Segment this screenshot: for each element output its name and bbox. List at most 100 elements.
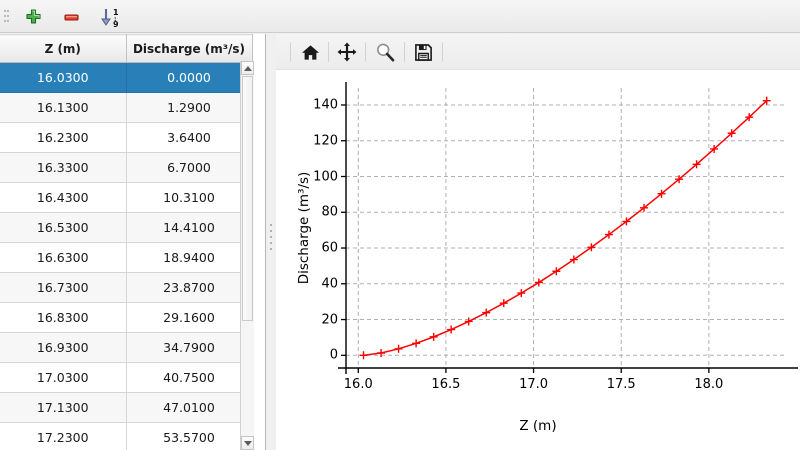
table-row[interactable]: 16.4300 10.3100 bbox=[0, 182, 253, 213]
column-header-discharge[interactable]: Discharge (m³/s) bbox=[126, 34, 253, 63]
table-row[interactable]: 16.8300 29.1600 bbox=[0, 302, 253, 333]
cell-discharge[interactable]: 3.6400 bbox=[126, 122, 253, 153]
series-marker bbox=[745, 113, 754, 122]
cell-z[interactable]: 16.5300 bbox=[0, 212, 127, 243]
rating-curve-table[interactable]: Z (m) Discharge (m³/s) 16.0300 0.0000 16.1… bbox=[0, 34, 253, 450]
series-line bbox=[363, 100, 768, 357]
toolbar-separator bbox=[365, 42, 366, 62]
series-marker bbox=[604, 230, 613, 239]
x-tick-label: 17.0 bbox=[519, 377, 549, 392]
cell-z[interactable]: 16.9300 bbox=[0, 332, 127, 363]
floppy-disk-icon bbox=[414, 43, 432, 61]
table-row[interactable]: 17.0300 40.7500 bbox=[0, 362, 253, 393]
cell-discharge[interactable]: 18.9400 bbox=[126, 242, 253, 273]
cell-z[interactable]: 16.3300 bbox=[0, 152, 127, 183]
cell-discharge[interactable]: 47.0100 bbox=[126, 392, 253, 423]
move-arrows-icon bbox=[337, 42, 357, 62]
y-tick-label: 120 bbox=[313, 133, 338, 149]
cell-z[interactable]: 17.1300 bbox=[0, 392, 127, 423]
cell-z[interactable]: 16.4300 bbox=[0, 182, 127, 213]
y-tick-label: 140 bbox=[313, 97, 338, 113]
table-vertical-scrollbar[interactable] bbox=[240, 61, 254, 450]
table-row[interactable]: 16.7300 23.8700 bbox=[0, 272, 253, 303]
cell-discharge[interactable]: 53.5700 bbox=[126, 422, 253, 450]
table-row[interactable]: 16.6300 18.9400 bbox=[0, 242, 253, 273]
cell-discharge[interactable]: 23.8700 bbox=[126, 272, 253, 303]
save-button[interactable] bbox=[410, 40, 436, 64]
series-marker bbox=[640, 203, 649, 212]
pan-button[interactable] bbox=[334, 40, 360, 64]
data-table-panel: Z (m) Discharge (m³/s) 16.0300 0.0000 16.1… bbox=[0, 34, 266, 450]
chart-x-axis-label: Z (m) bbox=[519, 418, 557, 434]
svg-text:9: 9 bbox=[113, 20, 119, 29]
table-row[interactable]: 16.3300 6.7000 bbox=[0, 152, 253, 183]
red-minus-icon bbox=[63, 14, 79, 21]
toolbar-drag-handle[interactable] bbox=[4, 10, 9, 25]
table-row[interactable]: 17.2300 53.5700 bbox=[0, 422, 253, 450]
cell-z[interactable]: 16.1300 bbox=[0, 92, 127, 123]
series-marker bbox=[429, 332, 438, 341]
scroll-down-arrow[interactable] bbox=[241, 436, 254, 450]
series-marker bbox=[359, 351, 368, 360]
scroll-up-arrow[interactable] bbox=[241, 61, 254, 75]
column-header-z[interactable]: Z (m) bbox=[0, 34, 127, 63]
remove-row-button[interactable] bbox=[56, 3, 86, 32]
table-row[interactable]: 16.1300 1.2900 bbox=[0, 92, 253, 123]
cell-z[interactable]: 17.2300 bbox=[0, 422, 127, 450]
series-marker bbox=[569, 255, 578, 264]
y-tick-label: 20 bbox=[321, 312, 338, 328]
series-marker bbox=[412, 339, 421, 348]
series-marker bbox=[534, 278, 543, 287]
triangle-up-icon bbox=[243, 65, 252, 71]
cell-z[interactable]: 16.7300 bbox=[0, 272, 127, 303]
cell-z[interactable]: 16.2300 bbox=[0, 122, 127, 153]
y-tick-label: 40 bbox=[321, 276, 338, 292]
table-row[interactable]: 17.1300 47.0100 bbox=[0, 392, 253, 423]
sort-descending-button[interactable]: 1 9 bbox=[94, 3, 128, 32]
x-tick-label: 16.0 bbox=[343, 377, 373, 392]
x-tick-label: 18.0 bbox=[694, 377, 724, 392]
add-row-button[interactable] bbox=[18, 3, 48, 32]
cell-z[interactable]: 16.8300 bbox=[0, 302, 127, 333]
x-tick-label: 17.5 bbox=[606, 377, 636, 392]
y-tick-label: 60 bbox=[321, 240, 338, 256]
cell-discharge[interactable]: 6.7000 bbox=[126, 152, 253, 183]
series-marker bbox=[622, 217, 631, 226]
cell-discharge[interactable]: 14.4100 bbox=[126, 212, 253, 243]
cell-discharge[interactable]: 10.3100 bbox=[126, 182, 253, 213]
plot-panel: 0 20 40 60 80 100 120 140 16.0 16.5 17.0 17.5 18.0 D… bbox=[276, 34, 800, 450]
toolbar-separator bbox=[328, 42, 329, 62]
zoom-button[interactable] bbox=[372, 40, 398, 64]
panel-splitter[interactable] bbox=[266, 34, 276, 450]
table-row[interactable]: 16.0300 0.0000 bbox=[0, 62, 253, 93]
cell-discharge[interactable]: 40.7500 bbox=[126, 362, 253, 393]
table-row[interactable]: 16.2300 3.6400 bbox=[0, 122, 253, 153]
series-marker bbox=[762, 96, 771, 105]
cell-discharge[interactable]: 0.0000 bbox=[126, 62, 253, 93]
toolbar-separator bbox=[404, 42, 405, 62]
series-marker bbox=[499, 299, 508, 308]
cell-discharge[interactable]: 29.1600 bbox=[126, 302, 253, 333]
x-tick-label: 16.5 bbox=[431, 377, 461, 392]
scroll-thumb[interactable] bbox=[242, 76, 253, 321]
y-tick-label: 80 bbox=[321, 204, 338, 220]
triangle-down-icon bbox=[243, 440, 252, 446]
table-row[interactable]: 16.5300 14.4100 bbox=[0, 212, 253, 243]
series-marker bbox=[710, 144, 719, 153]
home-button[interactable] bbox=[297, 40, 323, 64]
cell-discharge[interactable]: 34.7900 bbox=[126, 332, 253, 363]
chart-y-axis-label: Discharge (m³/s) bbox=[296, 171, 312, 285]
y-tick-label: 0 bbox=[329, 347, 338, 363]
green-plus-icon bbox=[25, 9, 41, 24]
series-marker bbox=[587, 243, 596, 252]
series-marker bbox=[517, 289, 526, 298]
toolbar-separator bbox=[442, 42, 443, 62]
cell-z[interactable]: 17.0300 bbox=[0, 362, 127, 393]
series-marker bbox=[447, 325, 456, 334]
series-marker bbox=[377, 348, 386, 357]
table-row[interactable]: 16.9300 34.7900 bbox=[0, 332, 253, 363]
cell-discharge[interactable]: 1.2900 bbox=[126, 92, 253, 123]
table-toolbar: 1 9 bbox=[0, 0, 800, 33]
cell-z[interactable]: 16.0300 bbox=[0, 62, 127, 93]
cell-z[interactable]: 16.6300 bbox=[0, 242, 127, 273]
